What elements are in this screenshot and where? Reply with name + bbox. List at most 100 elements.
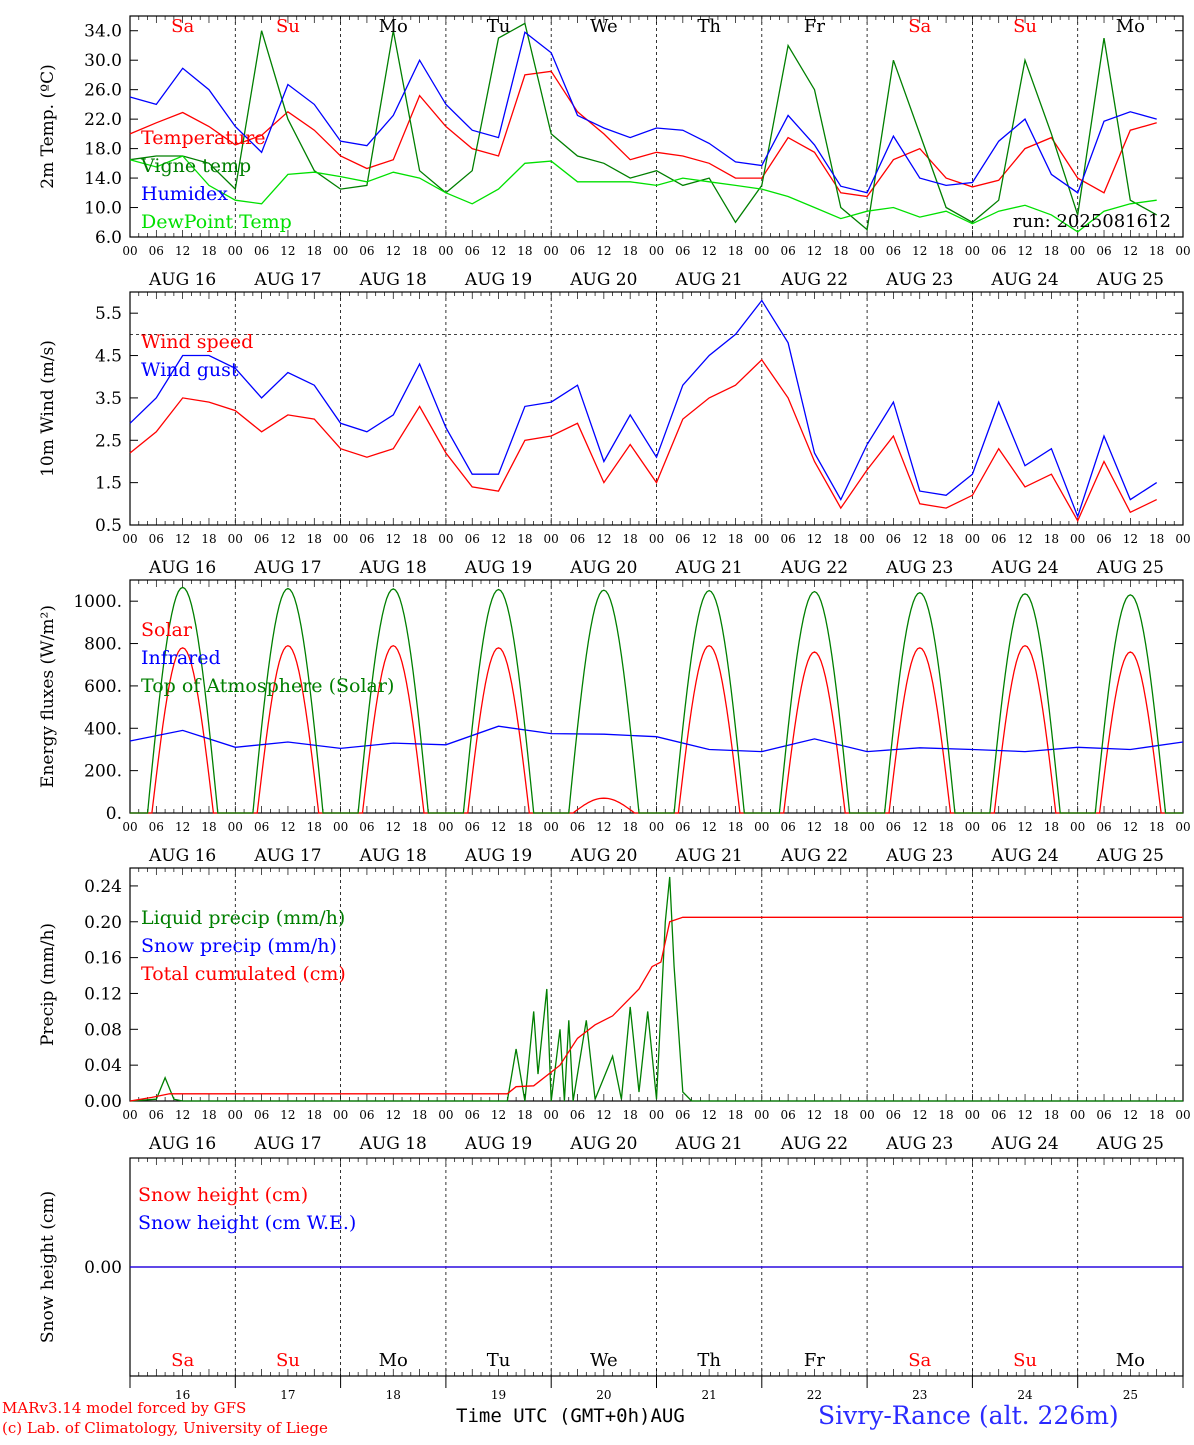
hour-label: 18 (307, 532, 322, 546)
hour-label: 06 (991, 820, 1006, 834)
hour-label: 18 (833, 1108, 848, 1122)
date-label: AUG 24 (990, 1134, 1058, 1154)
series-line (129, 155, 1157, 233)
date-label: AUG 19 (464, 1134, 532, 1154)
date-label: AUG 19 (464, 846, 532, 866)
hour-label: 18 (833, 244, 848, 258)
hour-label: 12 (912, 244, 927, 258)
legend-entry: Snow height (cm W.E.) (138, 1212, 356, 1234)
hour-label: 12 (702, 1108, 717, 1122)
hour-label: 12 (912, 1108, 927, 1122)
hour-label: 00 (1070, 244, 1085, 258)
hour-label: 00 (228, 820, 243, 834)
date-label: AUG 18 (359, 846, 427, 866)
hour-label: 18 (623, 532, 638, 546)
y-tick-label: 0.16 (84, 949, 122, 969)
date-label: AUG 23 (885, 1134, 953, 1154)
hour-label: 00 (544, 1108, 559, 1122)
date-label: AUG 16 (148, 846, 216, 866)
series-line (129, 70, 1157, 198)
day-abbr: Su (1013, 16, 1037, 37)
day-number: 25 (1123, 1388, 1138, 1402)
run-annotation: run: 2025081612 (1013, 211, 1171, 232)
hour-label: 00 (965, 1108, 980, 1122)
hour-label: 06 (149, 820, 164, 834)
hour-label: 18 (412, 820, 427, 834)
hour-label: 06 (991, 532, 1006, 546)
hour-label: 18 (1044, 1108, 1059, 1122)
date-label: AUG 17 (253, 558, 321, 578)
hour-label: 06 (1096, 244, 1111, 258)
hour-label: 06 (254, 820, 269, 834)
hour-label: 06 (359, 1108, 374, 1122)
panel-3: 0. 200. 400. 600. 800. 1000. Energy fluxes (W/… (38, 579, 1191, 866)
hour-label: 12 (807, 820, 822, 834)
hour-label: 18 (412, 1108, 427, 1122)
hour-label: 00 (1175, 1108, 1190, 1122)
hour-label: 12 (386, 532, 401, 546)
hour-label: 18 (1149, 1108, 1164, 1122)
day-abbr: Tu (487, 1350, 511, 1371)
hour-label: 12 (1123, 532, 1138, 546)
date-label: AUG 25 (1096, 558, 1164, 578)
hour-label: 18 (623, 820, 638, 834)
hour-label: 00 (1070, 532, 1085, 546)
y-tick-label: 30.0 (84, 51, 122, 71)
legend-entry: Temperature (141, 127, 265, 149)
hour-label: 00 (122, 532, 137, 546)
hour-label: 12 (491, 244, 506, 258)
date-label: AUG 18 (359, 270, 427, 290)
series-line (129, 876, 1183, 1102)
hour-label: 06 (1096, 532, 1111, 546)
series-line (129, 358, 1157, 523)
hour-label: 18 (201, 532, 216, 546)
hour-label: 06 (465, 1108, 480, 1122)
hour-label: 12 (386, 820, 401, 834)
series-line (129, 31, 1157, 194)
hour-label: 00 (1175, 532, 1190, 546)
panel-5: 0.00 Snow height (cm) Snow height (cm) Snow… (38, 1157, 1184, 1402)
hour-label: 18 (412, 244, 427, 258)
hour-label: 06 (991, 244, 1006, 258)
hour-label: 00 (438, 820, 453, 834)
panel-1: 6.0 10.0 14.0 18.0 22.0 26.0 30.0 34.0 2m Temp. … (38, 15, 1191, 290)
y-tick-label: 26.0 (84, 81, 122, 101)
y-tick-label: 1000. (73, 592, 122, 612)
hour-label: 06 (359, 244, 374, 258)
hour-label: 18 (1149, 244, 1164, 258)
hour-label: 00 (544, 244, 559, 258)
day-abbr: Th (697, 16, 721, 37)
hour-label: 00 (859, 532, 874, 546)
station-name: Sivry-Rance (alt. 226m) (818, 1401, 1119, 1430)
hour-label: 12 (596, 820, 611, 834)
series-line (129, 916, 1183, 1102)
y-tick-label: 5.5 (95, 304, 122, 324)
day-abbr: We (590, 16, 618, 37)
hour-label: 06 (991, 1108, 1006, 1122)
y-tick-label: 0.00 (84, 1092, 122, 1112)
hour-label: 00 (754, 1108, 769, 1122)
y-tick-label: 4.5 (95, 347, 122, 367)
date-label: AUG 19 (464, 558, 532, 578)
y-tick-label: 0.00 (84, 1258, 122, 1278)
hour-label: 00 (1175, 820, 1190, 834)
y-tick-label: 0. (106, 804, 122, 824)
date-label: AUG 25 (1096, 270, 1164, 290)
hour-label: 18 (201, 1108, 216, 1122)
day-abbr: We (590, 1350, 618, 1371)
day-abbr: Sa (171, 16, 194, 37)
hour-label: 06 (465, 244, 480, 258)
hour-label: 18 (1044, 532, 1059, 546)
y-tick-label: 600. (84, 677, 122, 697)
hour-label: 18 (201, 820, 216, 834)
hour-label: 06 (886, 1108, 901, 1122)
date-label: AUG 23 (885, 846, 953, 866)
hour-label: 18 (623, 1108, 638, 1122)
hour-label: 06 (149, 1108, 164, 1122)
y-tick-label: 0.12 (84, 984, 122, 1004)
hour-label: 18 (1149, 820, 1164, 834)
hour-label: 00 (859, 244, 874, 258)
hour-label: 06 (780, 244, 795, 258)
legend-entry: Humidex (141, 183, 228, 205)
